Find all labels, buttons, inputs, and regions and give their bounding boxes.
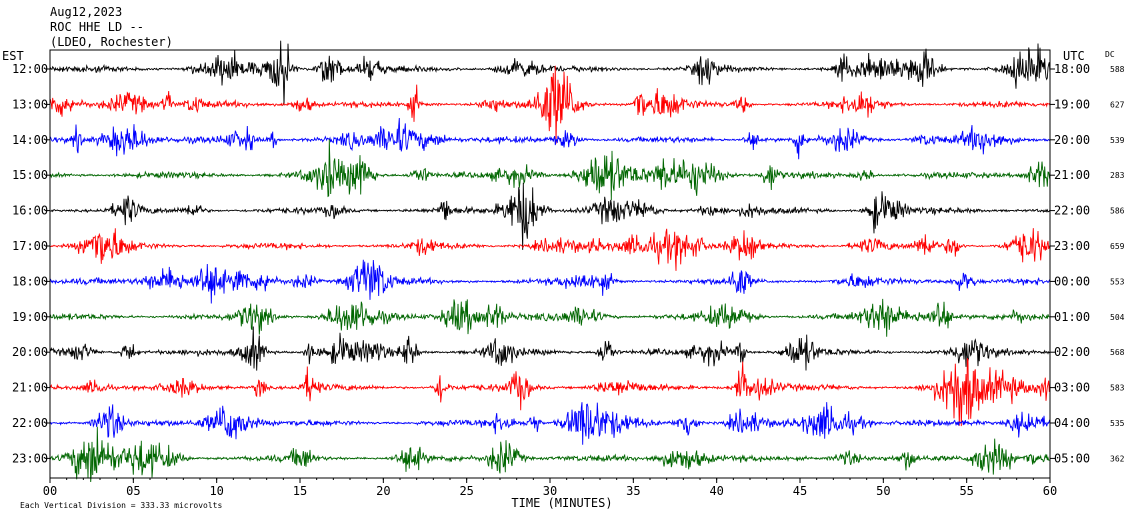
est-tick-label: 16:00: [12, 204, 48, 218]
utc-tick-label: 20:00: [1054, 133, 1090, 147]
network-label: (LDEO, Rochester): [50, 35, 173, 49]
dc-label: DC: [1105, 50, 1115, 59]
est-tick-label: 13:00: [12, 97, 48, 111]
x-tick-label: 25: [459, 484, 473, 498]
x-tick-label: 45: [793, 484, 807, 498]
dc-value: 553: [1110, 277, 1125, 286]
trace-6: [49, 259, 1051, 304]
utc-tick-label: 00:00: [1054, 274, 1090, 288]
trace-4: [49, 182, 1051, 250]
utc-axis-label: UTC: [1063, 49, 1085, 63]
x-axis-label: TIME (MINUTES): [511, 496, 612, 510]
trace-7: [49, 298, 1051, 337]
est-tick-label: 20:00: [12, 345, 48, 359]
est-tick-label: 14:00: [12, 133, 48, 147]
trace-11: [49, 426, 1051, 483]
est-tick-label: 12:00: [12, 62, 48, 76]
utc-tick-label: 18:00: [1054, 62, 1090, 76]
dc-value: 539: [1110, 136, 1125, 145]
x-tick-label: 20: [376, 484, 390, 498]
dc-value: 586: [1110, 207, 1125, 216]
est-axis-label: EST: [2, 49, 24, 63]
trace-8: [49, 326, 1051, 371]
dc-value: 588: [1110, 65, 1125, 74]
trace-1: [49, 65, 1051, 144]
est-tick-label: 19:00: [12, 310, 48, 324]
trace-10: [49, 402, 1051, 445]
x-tick-label: 55: [959, 484, 973, 498]
utc-tick-label: 23:00: [1054, 239, 1090, 253]
dc-value: 627: [1110, 100, 1125, 109]
date-label: Aug12,2023: [50, 5, 123, 19]
trace-0: [49, 40, 1051, 106]
x-tick-label: 05: [126, 484, 140, 498]
dc-value: 583: [1110, 384, 1125, 393]
est-tick-label: 17:00: [12, 239, 48, 253]
utc-tick-label: 22:00: [1054, 204, 1090, 218]
x-tick-label: 15: [293, 484, 307, 498]
scale-footer: Each Vertical Division = 333.33 microvol…: [20, 501, 222, 510]
utc-tick-label: 03:00: [1054, 381, 1090, 395]
utc-tick-label: 01:00: [1054, 310, 1090, 324]
trace-5: [49, 228, 1051, 271]
dc-value: 504: [1110, 313, 1125, 322]
x-tick-label: 10: [209, 484, 223, 498]
dc-value: 283: [1110, 171, 1125, 180]
x-tick-label: 50: [876, 484, 890, 498]
utc-tick-label: 04:00: [1054, 416, 1090, 430]
est-tick-label: 21:00: [12, 381, 48, 395]
x-tick-label: 35: [626, 484, 640, 498]
trace-9: [49, 358, 1051, 427]
utc-tick-label: 21:00: [1054, 168, 1090, 182]
dc-value: 535: [1110, 419, 1125, 428]
dc-value: 568: [1110, 348, 1125, 357]
est-tick-label: 22:00: [12, 416, 48, 430]
est-tick-label: 18:00: [12, 274, 48, 288]
x-tick-label: 40: [709, 484, 723, 498]
utc-tick-label: 02:00: [1054, 345, 1090, 359]
utc-tick-label: 19:00: [1054, 97, 1090, 111]
x-tick-label: 00: [43, 484, 57, 498]
est-tick-label: 23:00: [12, 451, 48, 465]
station-label: ROC HHE LD --: [50, 20, 144, 34]
x-tick-label: 30: [543, 484, 557, 498]
utc-tick-label: 05:00: [1054, 451, 1090, 465]
trace-3: [49, 139, 1051, 201]
trace-2: [49, 117, 1051, 160]
dc-value: 659: [1110, 242, 1125, 251]
dc-value: 362: [1110, 454, 1125, 463]
x-tick-label: 60: [1043, 484, 1057, 498]
est-tick-label: 15:00: [12, 168, 48, 182]
